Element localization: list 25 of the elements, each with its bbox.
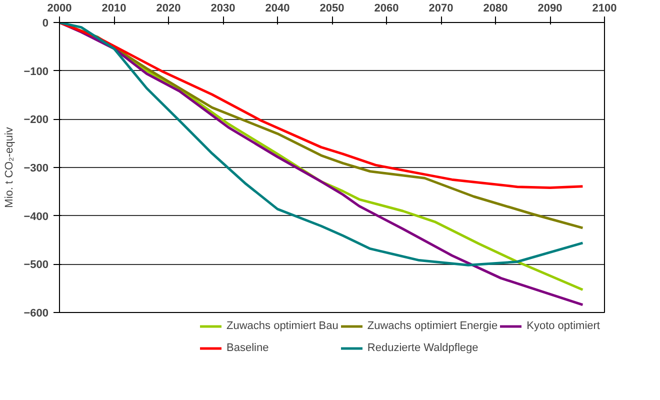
x-tick-label: 2050 <box>320 2 344 14</box>
x-tick-label: 2070 <box>428 2 454 14</box>
x-tick-label: 2090 <box>538 2 562 14</box>
y-tick-label: −300 <box>24 162 49 174</box>
y-axis-title: Mio. t CO₂-equiv <box>4 126 16 208</box>
legend-label: Kyoto optimiert <box>526 320 600 332</box>
y-tick-label: −400 <box>24 210 49 223</box>
x-tick-label: 2100 <box>592 2 617 14</box>
legend-label: Baseline <box>226 342 269 354</box>
x-tick-label: 2030 <box>210 2 236 14</box>
y-tick-label: −100 <box>24 66 49 78</box>
x-tick-label: 2080 <box>483 2 508 14</box>
y-tick-label: −500 <box>24 259 49 272</box>
x-tick-label: 2060 <box>374 2 399 14</box>
legend-label: Zuwachs optimiert Bau <box>226 320 338 332</box>
y-tick-label: 0 <box>42 18 49 30</box>
line-series <box>60 22 584 190</box>
x-tick-label: 2010 <box>102 2 126 14</box>
y-tick-label: −200 <box>24 114 49 126</box>
x-tick-label: 2020 <box>156 2 181 14</box>
legend-label: Reduzierte Waldpflege <box>367 342 478 354</box>
x-tick-label: 2000 <box>47 2 72 14</box>
legend-label: Zuwachs optimiert Energie <box>367 320 498 332</box>
x-tick-label: 2040 <box>265 2 290 14</box>
y-tick-label: −600 <box>24 308 49 320</box>
